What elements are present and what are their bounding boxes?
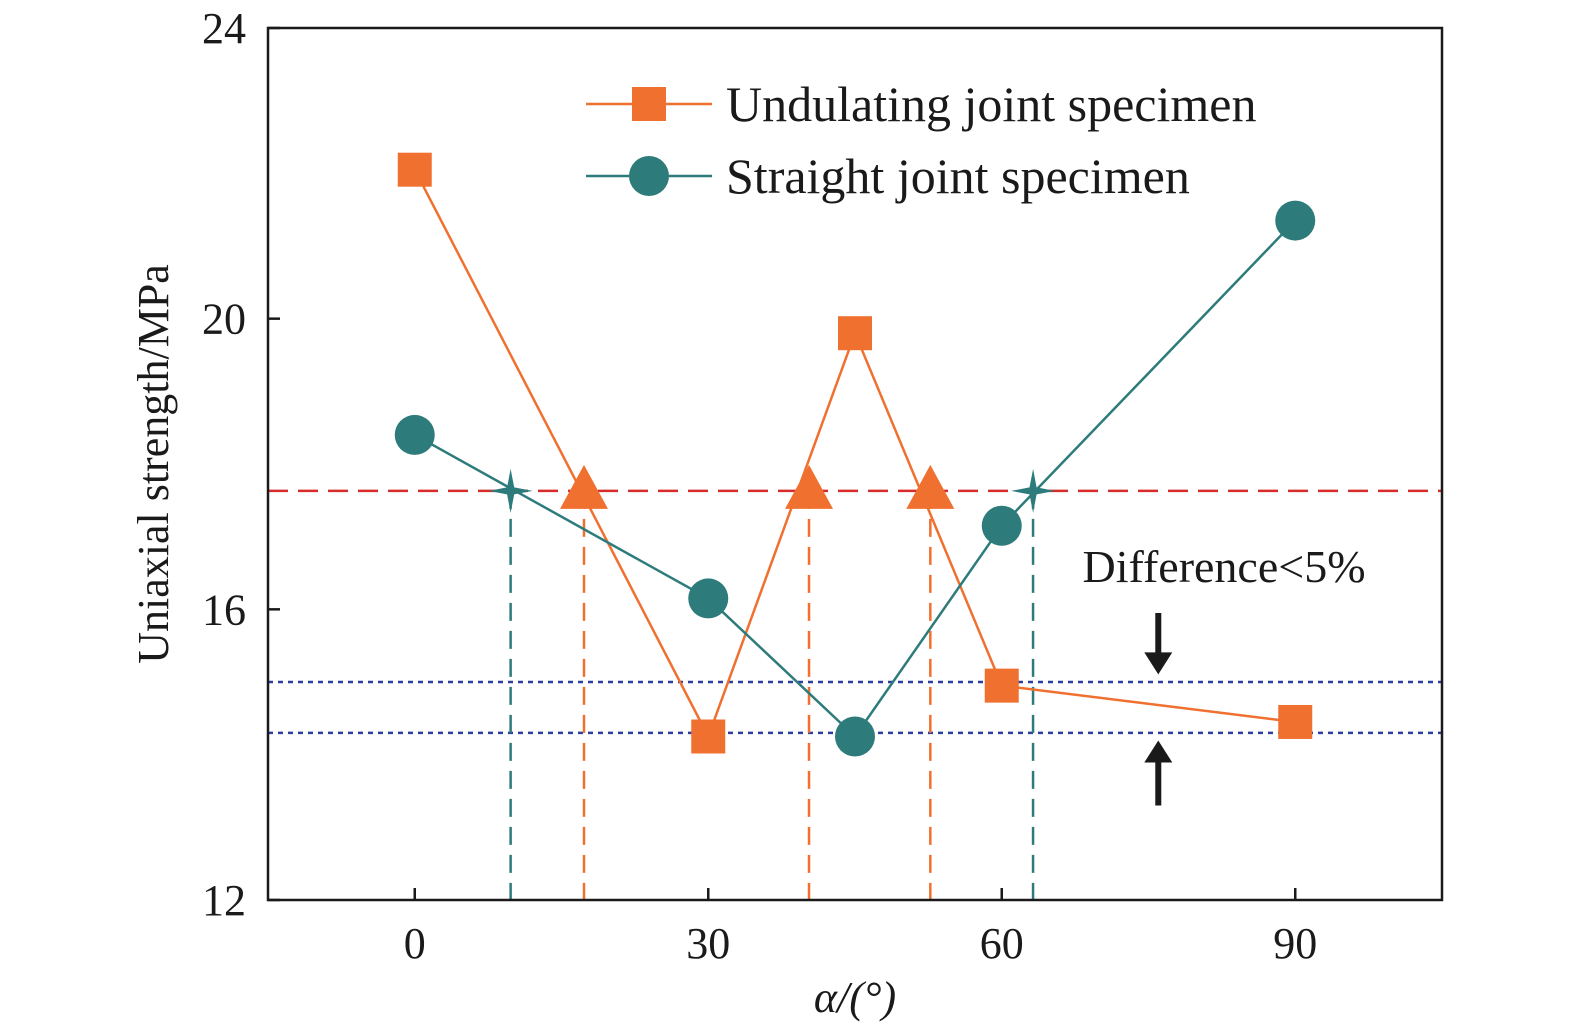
legend-label-straight: Straight joint specimen — [726, 148, 1190, 204]
data-point-straight-1 — [688, 578, 729, 619]
intersection-star-0 — [488, 468, 533, 513]
legend-marker-undulating — [632, 87, 666, 121]
plot-layer — [268, 152, 1442, 900]
y-axis-label: Uniaxial strength/MPa — [129, 264, 178, 664]
y-tick-label-0: 12 — [202, 876, 246, 925]
data-point-undulating-0 — [397, 152, 432, 187]
arrow-down-head — [1144, 652, 1173, 675]
data-point-undulating-1 — [691, 719, 726, 754]
axes-layer: 0 30 60 90 12 16 20 24 — [202, 4, 1444, 968]
data-point-undulating-4 — [1278, 704, 1313, 739]
legend-label-undulating: Undulating joint specimen — [726, 76, 1256, 132]
x-axis-label: α/(°) — [814, 973, 896, 1022]
y-tick-label-3: 24 — [202, 4, 246, 53]
intersection-triangle-0 — [560, 464, 609, 509]
x-tick-label-1: 30 — [686, 919, 730, 968]
data-point-straight-0 — [394, 414, 435, 455]
y-tick-label-1: 16 — [202, 585, 246, 634]
data-point-straight-4 — [1275, 200, 1316, 241]
intersection-star-1 — [1011, 468, 1056, 513]
x-tick-label-3: 90 — [1273, 919, 1317, 968]
data-point-straight-2 — [835, 716, 875, 757]
x-tick-label-0: 0 — [404, 919, 426, 968]
series-line-undulating — [413, 169, 1296, 740]
arrow-up-head — [1144, 740, 1173, 763]
plot-frame — [266, 26, 1444, 902]
data-point-straight-3 — [981, 505, 1022, 546]
legend: Undulating joint specimen Straight joint… — [586, 76, 1256, 204]
annotation-difference: Difference<5% — [1082, 541, 1365, 592]
data-point-undulating-2 — [838, 316, 872, 351]
legend-marker-straight — [629, 156, 669, 196]
x-tick-label-2: 60 — [980, 919, 1024, 968]
y-tick-label-2: 20 — [202, 295, 246, 344]
intersection-triangle-1 — [785, 464, 834, 509]
intersection-triangle-2 — [906, 464, 955, 509]
data-point-undulating-3 — [984, 668, 1019, 703]
